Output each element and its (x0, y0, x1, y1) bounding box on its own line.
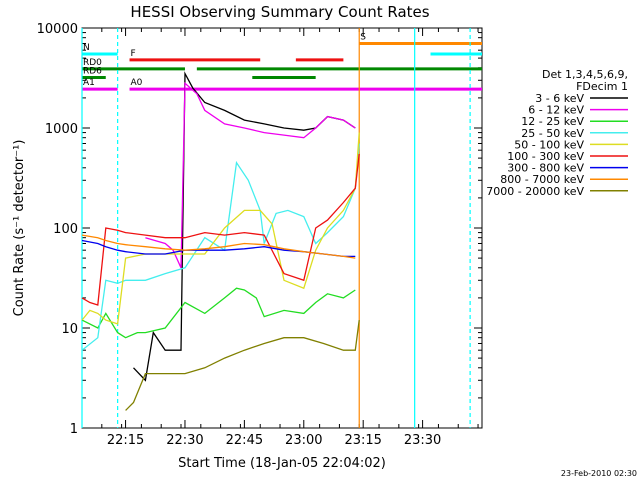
x-tick-label: 22:30 (166, 433, 203, 448)
y-tick-label: 10000 (37, 22, 78, 37)
footer-timestamp: 23-Feb-2010 02:30 (561, 469, 637, 478)
x-tick-label: 23:00 (285, 433, 322, 448)
x-tick-label: 23:15 (344, 433, 381, 448)
y-tick-label: 1000 (45, 122, 78, 137)
legend-entry-label: 25 - 50 keV (521, 127, 584, 140)
x-tick-label: 22:45 (226, 433, 263, 448)
legend-entry-label: 50 - 100 keV (514, 138, 584, 151)
flag-label: RD6 (83, 66, 102, 76)
series-line (81, 234, 356, 259)
axis-ticks (82, 27, 482, 429)
legend-entry-label: 100 - 300 keV (507, 150, 584, 163)
series-line (81, 153, 360, 306)
y-tick-labels: 1 10 100 1000 10000 (37, 22, 78, 437)
series-line (81, 287, 356, 339)
legend-entry-label: 300 - 800 keV (507, 162, 584, 175)
vertical-markers (81, 28, 471, 428)
y-tick-label: 100 (53, 222, 78, 237)
chart-title: HESSI Observing Summary Count Rates (130, 3, 429, 21)
y-tick-label: 10 (61, 322, 78, 337)
flag-label: N (83, 43, 90, 53)
y-axis-label: Count Rate (s⁻¹ detector⁻¹) (12, 140, 27, 317)
y-tick-label: 1 (70, 422, 78, 437)
series-line (145, 81, 356, 269)
x-tick-label: 23:30 (404, 433, 441, 448)
flag-label: A1 (83, 78, 95, 88)
series-line (133, 71, 356, 382)
legend-entry-label: 12 - 25 keV (521, 115, 584, 128)
series-line (81, 132, 360, 325)
x-tick-label: 22:15 (107, 433, 144, 448)
series-lines (81, 71, 360, 411)
x-tick-labels: 22:15 22:30 22:45 23:00 23:15 23:30 (107, 433, 441, 448)
legend-entry-label: 800 - 7000 keV (500, 173, 584, 186)
flag-label: A0 (131, 78, 143, 88)
flag-label: S (360, 32, 366, 42)
x-axis-label: Start Time (18-Jan-05 22:04:02) (178, 456, 386, 471)
legend-title: Det 1,3,4,5,6,9, (542, 68, 628, 81)
flag-label: RD0 (83, 58, 102, 68)
legend-entry-label: 7000 - 20000 keV (486, 185, 584, 198)
legend-title: FDecim 1 (576, 80, 628, 93)
legend-entry-label: 6 - 12 keV (528, 104, 584, 117)
series-line (125, 320, 360, 411)
flag-label: F (131, 49, 136, 59)
legend-entry-label: 3 - 6 keV (535, 92, 584, 105)
